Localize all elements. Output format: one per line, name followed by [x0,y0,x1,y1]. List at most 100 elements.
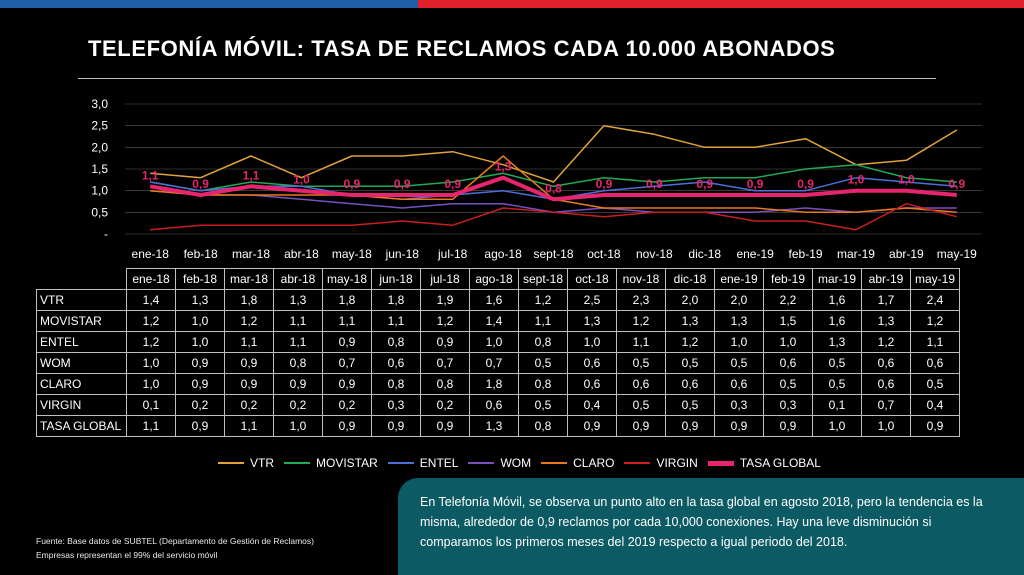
table-cell: 0,8 [371,373,421,395]
legend-swatch [387,462,414,464]
table-cell: 1,6 [469,289,519,311]
table-cell: 0,5 [910,373,960,395]
legend-item-entel: ENTEL [387,456,459,470]
legend-item-virgin: VIRGIN [624,456,698,470]
table-cell: 0,3 [371,394,421,416]
table-cell: 0,8 [518,331,568,353]
table-column-header: may-19 [910,268,960,290]
table-cell: 1,2 [616,310,666,332]
x-tick-label: ene-18 [132,247,170,261]
table-cell: 0,6 [665,373,715,395]
table-cell: 0,6 [714,373,764,395]
data-label: 0,9 [344,177,361,191]
table-column-header: jun-18 [371,268,421,290]
footnote-coverage: Empresas representan el 99% del servicio… [36,550,218,560]
line-chart: - 0,5 1,0 1,5 2,0 2,5 3,0 ene-18 feb-18 mar-18 abr… [91,97,982,261]
table-cell: 1,2 [126,331,176,353]
table-cell: 0,7 [469,352,519,374]
table-cell: 1,8 [469,373,519,395]
table-cell: 1,3 [665,310,715,332]
table-cell: 0,4 [910,394,960,416]
x-tick-label: abr-19 [889,247,924,261]
x-tick-label: mar-19 [837,247,875,261]
series-line-virgin [150,202,957,231]
table-corner-cell [37,269,127,290]
x-tick-label: jul-18 [437,247,468,261]
table-cell: 0,9 [224,373,274,395]
table-cell: 0,6 [469,394,519,416]
table-cell: 0,9 [175,415,225,437]
data-label: 0,9 [596,177,613,191]
data-label: 1,0 [293,173,310,187]
table-cell: 0,9 [665,415,715,437]
table-row: VIRGIN 0,1 0,2 0,2 0,2 0,2 0,3 0,2 0,6 0,5 0,4 0,5 0… [36,394,960,416]
table-cell: 0,1 [812,394,862,416]
y-tick-label: 1,5 [91,162,108,176]
table-cell: 0,9 [273,373,323,395]
table-column-header: abr-18 [273,268,323,290]
legend-label: MOVISTAR [316,456,378,470]
x-tick-label: dic-18 [688,247,721,261]
table-column-header: nov-18 [616,268,666,290]
table-cell: 1,1 [224,415,274,437]
table-cell: 1,8 [371,289,421,311]
table-cell: 1,3 [812,331,862,353]
table-cell: 0,7 [322,352,372,374]
table-cell: 0,5 [812,352,862,374]
table-cell: 0,2 [273,394,323,416]
table-cell: 1,3 [175,289,225,311]
table-column-header: jul-18 [420,268,470,290]
data-label: 0,9 [646,177,663,191]
table-cell: 0,8 [371,331,421,353]
footnote: Fuente: Base datos de SUBTEL (Departamen… [36,534,314,562]
table-cell: 1,1 [910,331,960,353]
table-cell: 0,6 [910,352,960,374]
y-tick-label: 2,5 [91,119,108,133]
table-cell: 1,2 [126,310,176,332]
table-cell: 1,4 [469,310,519,332]
table-cell: 0,6 [567,373,617,395]
x-tick-label: oct-18 [587,247,621,261]
table-column-header: ene-18 [126,268,176,290]
data-table: ene-18 feb-18 mar-18 abr-18 may-18 jun-18 jul-… [36,268,960,437]
table-row: WOM 1,0 0,9 0,9 0,8 0,7 0,6 0,7 0,7 0,5 0,6 0,5 0,5 0… [36,352,960,374]
data-label: 0,9 [797,177,814,191]
table-cell: 1,4 [126,289,176,311]
table-cell: 0,7 [861,394,911,416]
table-cell: 0,5 [812,373,862,395]
table-cell: 1,1 [273,331,323,353]
table-cell: 2,5 [567,289,617,311]
table-cell: 0,3 [763,394,813,416]
title-divider [78,78,936,79]
table-cell: 0,3 [714,394,764,416]
table-cell: 0,5 [616,352,666,374]
x-tick-label: abr-18 [284,247,319,261]
table-column-header: mar-18 [224,268,274,290]
table-cell: 1,6 [812,310,862,332]
table-cell: 0,5 [665,394,715,416]
table-cell: 0,9 [714,415,764,437]
legend-swatch [284,462,310,464]
table-column-header: sept-18 [518,268,568,290]
y-tick-label: 3,0 [91,97,108,111]
top-bar-red-segment [418,0,1024,8]
data-label: 0,9 [444,177,461,191]
y-tick-label: 2,0 [91,140,108,154]
table-cell: 1,0 [126,352,176,374]
table-cell: 1,1 [273,310,323,332]
table-cell: 0,9 [322,373,372,395]
table-cell: 0,2 [322,394,372,416]
table-cell: 1,1 [616,331,666,353]
table-cell: 0,9 [910,415,960,437]
data-label: 0,9 [747,177,764,191]
table-cell: 0,1 [126,394,176,416]
table-cell: 0,6 [861,373,911,395]
legend-swatch [468,462,495,464]
chart-legend: VTR MOVISTAR ENTEL WOM CLARO VIRGIN TASA GLOBA… [218,456,831,470]
table-cell: 0,9 [224,352,274,374]
table-cell: 1,0 [273,415,323,437]
table-cell: 1,3 [714,310,764,332]
legend-label: ENTEL [419,456,459,470]
legend-swatch [624,462,651,464]
series-line-tasa-global [149,175,957,202]
